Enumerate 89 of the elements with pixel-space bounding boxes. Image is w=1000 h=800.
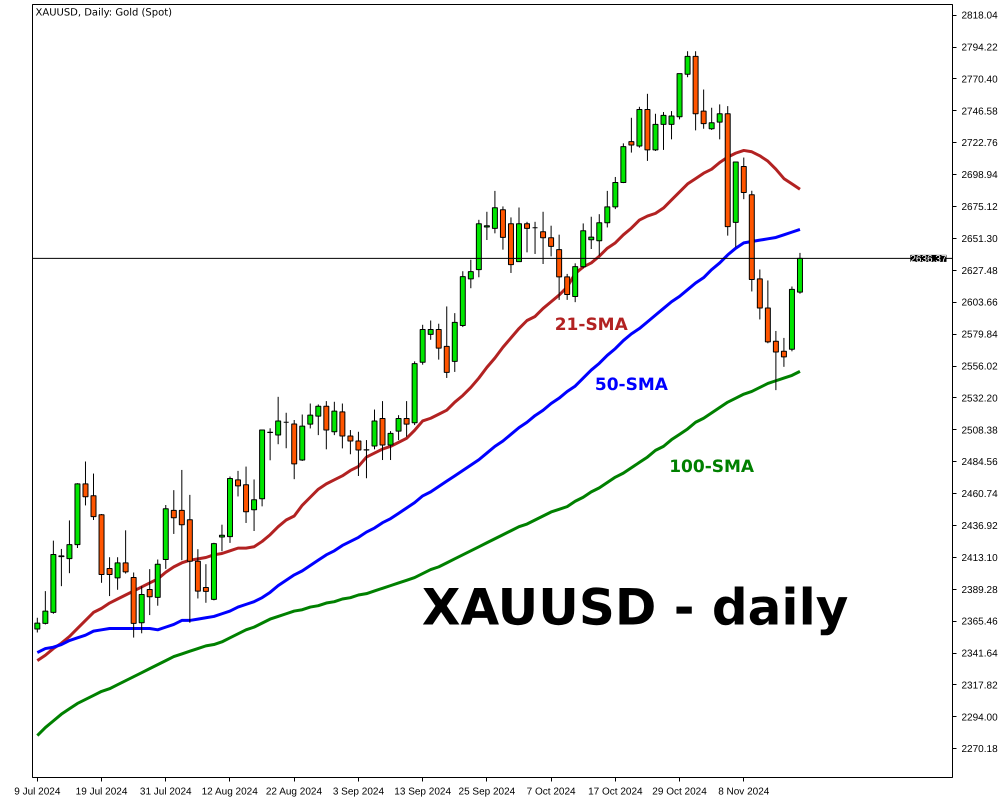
candlestick bbox=[772, 330, 779, 391]
chart-title: XAUUSD, Daily: Gold (Spot) bbox=[36, 8, 172, 18]
y-tick-label: 2294.00 bbox=[962, 712, 998, 724]
candlestick bbox=[66, 520, 72, 574]
candlestick bbox=[58, 548, 64, 587]
y-tick-label: 2556.02 bbox=[962, 362, 998, 372]
y-tick-label: 2460.74 bbox=[962, 489, 998, 500]
y-tick-label: 2627.48 bbox=[962, 266, 998, 277]
candlestick bbox=[235, 470, 242, 497]
candlestick bbox=[347, 430, 354, 455]
candlestick bbox=[355, 431, 362, 476]
candlestick bbox=[660, 112, 666, 150]
ref-line-label: 2636.37 bbox=[910, 254, 947, 265]
candlestick bbox=[42, 590, 48, 625]
candlestick bbox=[668, 110, 675, 140]
series-label: 50-SMA bbox=[594, 374, 669, 395]
candlestick bbox=[307, 403, 314, 429]
candlestick bbox=[532, 221, 538, 254]
candlestick bbox=[122, 530, 129, 574]
candlestick bbox=[178, 469, 185, 561]
y-tick-label: 2746.58 bbox=[962, 106, 998, 118]
candlestick bbox=[315, 404, 322, 436]
candlestick bbox=[436, 323, 442, 360]
x-tick-label: 13 Sep 2024 bbox=[394, 786, 452, 798]
candlestick bbox=[90, 473, 96, 521]
candlestick bbox=[484, 211, 490, 241]
y-tick-label: 2698.94 bbox=[962, 170, 998, 182]
y-tick-label: 2818.04 bbox=[962, 10, 998, 22]
y-tick-label: 2436.92 bbox=[962, 520, 998, 532]
y-tick-label: 2508.38 bbox=[962, 425, 998, 436]
y-tick-label: 2579.84 bbox=[962, 330, 998, 341]
candlestick bbox=[700, 89, 707, 130]
x-tick-label: 29 Oct 2024 bbox=[652, 786, 708, 798]
candlestick bbox=[82, 461, 88, 506]
x-tick-label: 8 Nov 2024 bbox=[718, 786, 770, 798]
candlestick bbox=[708, 107, 715, 130]
candlestick bbox=[114, 556, 121, 590]
candlestick bbox=[428, 320, 434, 340]
series-label: 100-SMA bbox=[669, 456, 755, 477]
x-tick-label: 7 Oct 2024 bbox=[526, 786, 576, 798]
candlestick bbox=[716, 104, 723, 140]
candlestick bbox=[323, 400, 330, 450]
candlestick bbox=[628, 117, 634, 154]
y-tick-label: 2389.28 bbox=[962, 584, 998, 596]
series-label: 21-SMA bbox=[554, 314, 629, 335]
x-tick-label: 12 Aug 2024 bbox=[202, 786, 258, 798]
y-tick-label: 2603.66 bbox=[962, 298, 998, 309]
candlestick bbox=[106, 556, 113, 597]
x-tick-label: 9 Jul 2024 bbox=[14, 786, 61, 798]
candlestick bbox=[363, 440, 370, 479]
candlestick bbox=[331, 401, 338, 436]
candlestick bbox=[388, 430, 394, 461]
y-tick-label: 2365.46 bbox=[962, 616, 998, 628]
x-tick-label: 17 Oct 2024 bbox=[588, 786, 644, 798]
y-tick-label: 2341.64 bbox=[962, 648, 998, 660]
candlestick bbox=[524, 221, 530, 253]
candlestick bbox=[170, 490, 177, 534]
candlestick bbox=[267, 428, 274, 461]
candlestick bbox=[492, 190, 498, 234]
y-tick-label: 2675.12 bbox=[962, 202, 998, 214]
candlestick bbox=[283, 412, 290, 449]
y-tick-label: 2532.20 bbox=[962, 393, 998, 404]
y-tick-label: 2484.56 bbox=[962, 457, 998, 468]
candlestick bbox=[684, 50, 691, 78]
candlestick bbox=[588, 216, 594, 250]
candlestick bbox=[404, 400, 410, 438]
candlestick bbox=[275, 396, 282, 445]
candlestick bbox=[202, 564, 209, 604]
x-tick-label: 31 Jul 2024 bbox=[140, 786, 192, 798]
y-tick-label: 2770.40 bbox=[962, 74, 998, 86]
candlestick bbox=[780, 337, 787, 368]
y-tick-label: 2270.18 bbox=[962, 744, 998, 756]
candlestick bbox=[218, 524, 225, 552]
y-tick-label: 2413.10 bbox=[962, 552, 998, 564]
y-tick-label: 2651.30 bbox=[962, 234, 998, 245]
x-tick-label: 3 Sep 2024 bbox=[332, 786, 384, 798]
candlestick bbox=[251, 478, 258, 532]
candlestick bbox=[604, 190, 610, 228]
candlestick bbox=[564, 273, 570, 300]
candlestick bbox=[396, 414, 402, 441]
y-tick-label: 2794.22 bbox=[962, 42, 998, 54]
candlestick bbox=[146, 568, 153, 616]
x-tick-label: 25 Sep 2024 bbox=[458, 786, 516, 798]
candlestick bbox=[596, 214, 602, 256]
x-tick-label: 19 Jul 2024 bbox=[76, 786, 128, 798]
x-tick-label: 22 Aug 2024 bbox=[266, 786, 322, 798]
y-tick-label: 2722.76 bbox=[962, 138, 998, 150]
annotation: XAUUSD - daily bbox=[422, 578, 848, 636]
y-tick-label: 2317.82 bbox=[962, 680, 998, 692]
